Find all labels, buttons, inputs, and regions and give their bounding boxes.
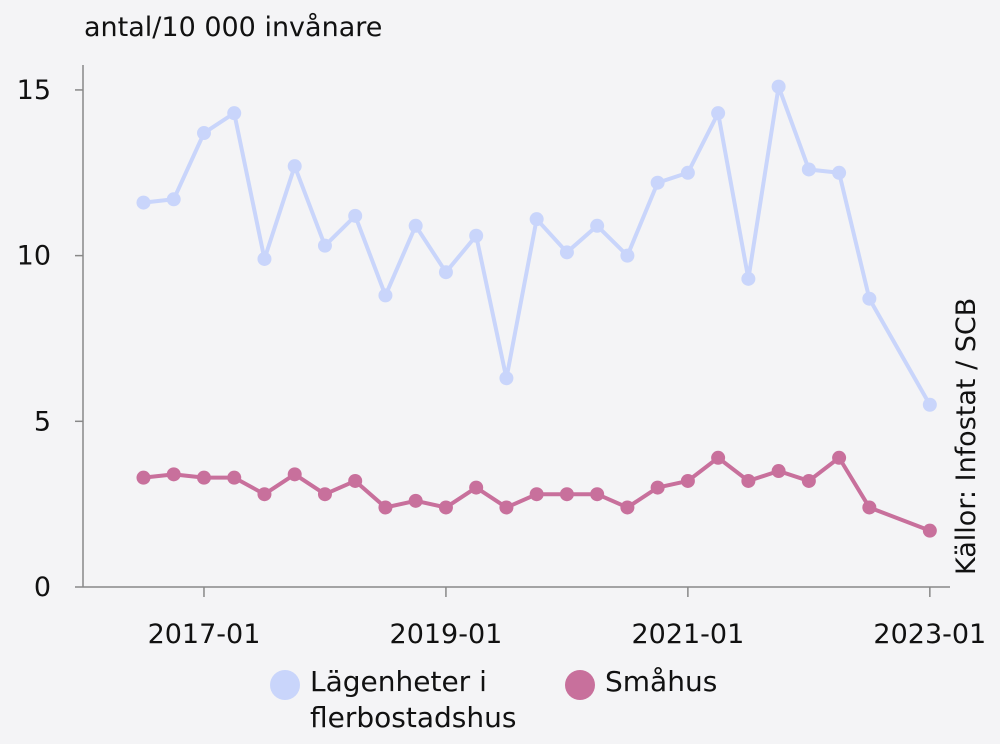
point bbox=[620, 248, 635, 263]
point bbox=[771, 464, 786, 479]
point bbox=[832, 165, 847, 180]
point bbox=[438, 500, 453, 515]
point bbox=[499, 371, 514, 386]
legend-label: Småhus bbox=[605, 665, 718, 698]
point bbox=[227, 470, 242, 485]
point bbox=[136, 195, 151, 210]
legend-item: Lägenheter i flerbostadshus bbox=[270, 664, 525, 736]
point bbox=[650, 480, 665, 495]
chart-title: antal/10 000 invånare bbox=[84, 12, 382, 43]
point bbox=[862, 500, 877, 515]
y-tick-label: 10 bbox=[17, 241, 51, 272]
point bbox=[711, 106, 726, 121]
point bbox=[317, 487, 332, 502]
legend-label: Lägenheter i flerbostadshus bbox=[310, 665, 517, 734]
point bbox=[529, 212, 544, 227]
point bbox=[166, 467, 181, 482]
legend-item: Småhus bbox=[565, 664, 717, 736]
x-tick-label: 2019-01 bbox=[390, 619, 503, 650]
point bbox=[801, 162, 816, 177]
point bbox=[287, 159, 302, 174]
point bbox=[711, 450, 726, 465]
point bbox=[922, 523, 937, 538]
point bbox=[590, 487, 605, 502]
point bbox=[408, 218, 423, 233]
point bbox=[741, 271, 756, 286]
point bbox=[378, 288, 393, 303]
point bbox=[408, 493, 423, 508]
point bbox=[922, 397, 937, 412]
point bbox=[469, 228, 484, 243]
point bbox=[650, 175, 665, 190]
point bbox=[680, 165, 695, 180]
point bbox=[469, 480, 484, 495]
point bbox=[348, 208, 363, 223]
series-line bbox=[143, 84, 932, 406]
point bbox=[196, 126, 211, 141]
point bbox=[590, 218, 605, 233]
point bbox=[832, 450, 847, 465]
point bbox=[771, 79, 786, 94]
x-tick-label: 2021-01 bbox=[631, 619, 744, 650]
point bbox=[287, 467, 302, 482]
point bbox=[438, 265, 453, 280]
point bbox=[862, 291, 877, 306]
point bbox=[529, 487, 544, 502]
point bbox=[680, 473, 695, 488]
point bbox=[257, 251, 272, 266]
y-tick-label: 0 bbox=[34, 572, 51, 603]
source: Källor: Infostat / SCB bbox=[951, 298, 982, 575]
point bbox=[257, 487, 272, 502]
point bbox=[166, 192, 181, 207]
legend-swatch bbox=[270, 670, 300, 700]
point bbox=[620, 500, 635, 515]
point bbox=[499, 500, 514, 515]
point bbox=[559, 245, 574, 260]
point bbox=[348, 473, 363, 488]
point bbox=[559, 487, 574, 502]
legend-swatch bbox=[565, 670, 595, 700]
x-tick-label: 2023-01 bbox=[873, 619, 986, 650]
y-tick-label: 5 bbox=[34, 406, 51, 437]
point bbox=[741, 473, 756, 488]
legend: Lägenheter i flerbostadshus Småhus bbox=[270, 664, 717, 736]
point bbox=[378, 500, 393, 515]
point bbox=[317, 238, 332, 253]
point bbox=[801, 473, 816, 488]
x-tick-label: 2017-01 bbox=[148, 619, 261, 650]
y-tick-label: 15 bbox=[17, 75, 51, 106]
point bbox=[227, 106, 242, 121]
point bbox=[196, 470, 211, 485]
point bbox=[136, 470, 151, 485]
